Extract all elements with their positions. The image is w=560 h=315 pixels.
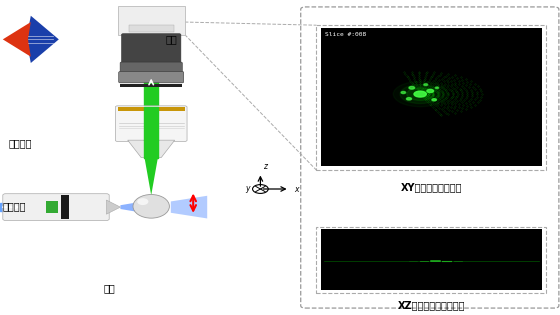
Text: y: y bbox=[245, 184, 249, 192]
Bar bbox=[118, 107, 185, 111]
Text: XZ截面最大値投影结果: XZ截面最大値投影结果 bbox=[398, 301, 465, 311]
FancyBboxPatch shape bbox=[301, 7, 559, 308]
Ellipse shape bbox=[424, 84, 428, 86]
Ellipse shape bbox=[407, 88, 433, 100]
Polygon shape bbox=[106, 200, 120, 214]
Bar bbox=[321, 28, 542, 166]
Ellipse shape bbox=[435, 87, 438, 89]
FancyBboxPatch shape bbox=[120, 62, 183, 73]
FancyBboxPatch shape bbox=[3, 194, 109, 220]
Ellipse shape bbox=[432, 99, 436, 101]
Text: 样品: 样品 bbox=[104, 283, 115, 293]
Bar bbox=[120, 84, 182, 87]
FancyBboxPatch shape bbox=[316, 25, 546, 170]
Ellipse shape bbox=[407, 98, 412, 100]
Text: z: z bbox=[263, 163, 267, 171]
Ellipse shape bbox=[427, 89, 433, 93]
Bar bbox=[46, 201, 58, 213]
FancyBboxPatch shape bbox=[115, 106, 187, 141]
Bar bbox=[321, 229, 542, 290]
Polygon shape bbox=[144, 158, 158, 195]
Text: 相机: 相机 bbox=[165, 34, 177, 44]
Ellipse shape bbox=[400, 85, 440, 104]
Ellipse shape bbox=[133, 194, 169, 218]
Bar bbox=[61, 195, 69, 219]
Ellipse shape bbox=[393, 82, 447, 107]
Text: XY截面荧光强度分布: XY截面荧光强度分布 bbox=[400, 182, 462, 192]
Polygon shape bbox=[120, 200, 154, 215]
Polygon shape bbox=[3, 22, 31, 57]
FancyBboxPatch shape bbox=[122, 34, 181, 64]
Polygon shape bbox=[171, 196, 207, 219]
Ellipse shape bbox=[409, 86, 414, 89]
Ellipse shape bbox=[401, 91, 405, 94]
Polygon shape bbox=[128, 140, 175, 158]
Ellipse shape bbox=[414, 91, 426, 97]
Circle shape bbox=[253, 185, 268, 193]
Text: 照明物镜: 照明物镜 bbox=[3, 201, 26, 211]
FancyBboxPatch shape bbox=[119, 72, 184, 83]
Text: 探测物镜: 探测物镜 bbox=[8, 138, 32, 148]
Bar bbox=[129, 25, 174, 32]
Text: Slice #:008: Slice #:008 bbox=[325, 32, 367, 37]
Polygon shape bbox=[26, 16, 59, 63]
Ellipse shape bbox=[137, 198, 148, 205]
Bar bbox=[118, 6, 185, 35]
Text: x: x bbox=[294, 185, 298, 194]
FancyBboxPatch shape bbox=[316, 227, 546, 293]
